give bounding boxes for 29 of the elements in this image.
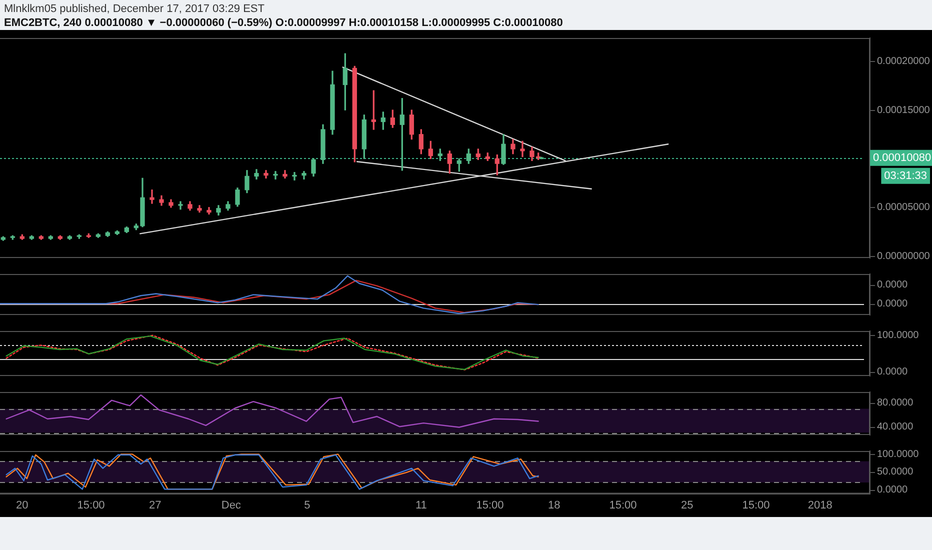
x-tick-label: 20 [16,499,28,512]
y-tick-label: 100.0000 [877,448,920,460]
text: 03:31:33 [884,170,928,182]
x-tick-label: 15:00 [742,499,770,512]
y-tick-label: 0.00015000 [877,104,930,116]
x-tick-label: 2018 [808,499,832,512]
x-tick-label: 25 [681,499,694,512]
x-tick-label: 15:00 [609,499,637,512]
x-tick-label: 18 [548,499,560,512]
x-tick-label: 5 [304,499,310,512]
y-tick-label: 40.0000 [877,421,914,432]
y-tick-label: 0.00000000 [877,250,930,262]
chart-title: Mlnklkm05 published, December 17, 2017 03:29 EST [4,2,266,16]
x-tick-label: 27 [149,499,162,512]
chart-subtitle: EMC2BTC, 240 0.00010080 ▼ −0.00000060 (−0.59%) O:0.00009997 H:0.00010158 L:0.00009995 C:0.00010080 [4,16,564,30]
x-tick-label: Dec [221,499,242,512]
y-tick-label: 0.0000 [877,366,908,378]
y-tick-label: 0.0000 [877,279,908,290]
y-tick-label: 0.00020000 [877,56,930,68]
y-tick-label: 80.0000 [877,398,914,408]
y-tick-label: 50.0000 [877,466,914,478]
y-tick-label: 0.00005000 [877,202,930,214]
x-tick-label: 15:00 [476,499,504,512]
y-tick-label: 0.0000 [877,484,908,496]
ref-line-label: 0.00010080 [873,152,932,164]
x-tick-label: 11 [415,499,427,512]
y-tick-label: 100.0000 [877,330,920,342]
x-tick-label: 15:00 [77,499,105,512]
y-tick-label: 0.0000 [877,298,908,310]
